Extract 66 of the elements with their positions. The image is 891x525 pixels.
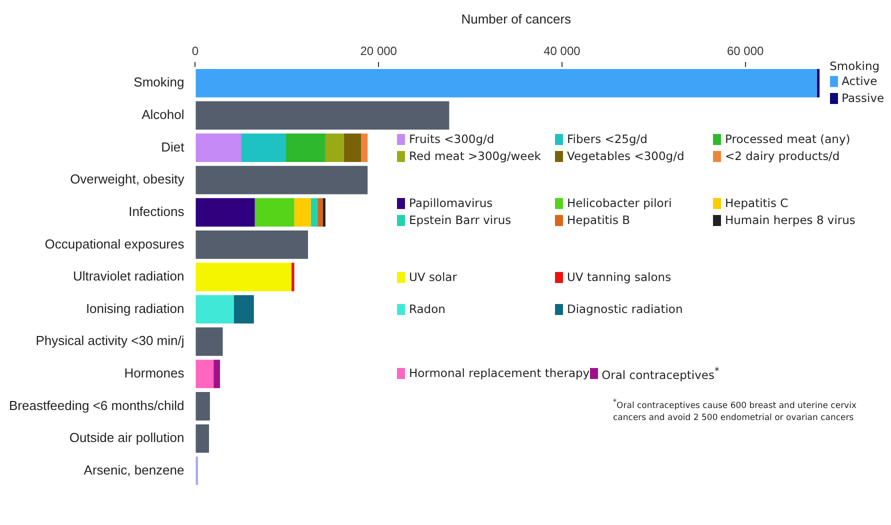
x-axis-title: Number of cancers <box>461 11 572 26</box>
legend-label: Hepatitis B <box>567 212 630 230</box>
bar <box>294 198 311 227</box>
bar <box>196 134 242 162</box>
x-tick-label: 20 000 <box>360 44 398 58</box>
bar <box>234 295 254 324</box>
bar <box>196 327 223 356</box>
y-tick-label: Diet <box>161 139 185 154</box>
legend-label: Fruits <300g/d <box>409 130 494 148</box>
bar <box>241 134 286 162</box>
bar <box>254 198 294 227</box>
bar <box>196 424 209 453</box>
y-tick-label: Smoking <box>134 74 184 90</box>
bar <box>322 198 326 227</box>
legend-title: Smoking <box>830 59 881 74</box>
annotation: $^{*}$Oral contraceptives cause 600 breast and uterine cervix cancers and avoid 2 500 endometrial or ovarian cancers <box>613 396 858 424</box>
bar <box>196 230 308 259</box>
bar <box>196 68 817 98</box>
bar <box>361 134 368 162</box>
legend-label: UV tanning salons <box>567 268 672 286</box>
legend-label: UV solar <box>409 268 457 286</box>
legend-label: Passive <box>842 90 884 108</box>
y-tick-label: Occupational exposures <box>44 236 185 252</box>
y-tick-label: Outside air pollution <box>69 430 184 446</box>
legend-label: Active <box>842 73 878 90</box>
bar <box>325 134 344 162</box>
bar <box>196 101 450 130</box>
legend-label: Hepatitis C <box>725 195 788 212</box>
x-tick-label: 40 000 <box>544 44 581 58</box>
bar <box>214 360 220 388</box>
y-tick-label: Hormones <box>124 366 185 380</box>
legend-label: Helicobacter pilori <box>567 195 672 212</box>
legend-label: Radon <box>409 300 446 318</box>
bar <box>317 198 323 227</box>
legend-label: Vegetables <300g/d <box>567 148 684 165</box>
legend-label: Oral contraceptives$^{*}$ <box>602 365 720 384</box>
bar <box>196 392 210 420</box>
bar <box>196 198 255 227</box>
bar <box>816 68 820 98</box>
y-tick-label: Alcohol <box>142 107 184 122</box>
y-tick-label: Ultraviolet radiation <box>72 268 184 284</box>
x-tick-label: 60 000 <box>726 44 764 58</box>
legend-label: Humain herpes 8 virus <box>725 212 856 230</box>
bar <box>196 262 292 292</box>
bar <box>196 360 214 388</box>
bar <box>286 134 326 162</box>
legend-label: Epstein Barr virus <box>409 212 512 230</box>
y-tick-label: Infections <box>128 204 185 219</box>
y-tick-label: Breastfeeding <6 months/child <box>8 398 184 413</box>
y-tick-label: Ionising radiation <box>86 300 184 316</box>
bar <box>196 166 368 194</box>
y-tick-label: Arsenic, benzene <box>84 462 184 478</box>
legend-label: Processed meat (any) <box>725 130 850 148</box>
legend-label: Papillomavirus <box>409 195 493 212</box>
legend-label: <2 dairy products/d <box>725 148 840 165</box>
legend-label: Fibers <25g/d <box>567 130 648 148</box>
legend-label: Hormonal replacement therapy <box>409 365 590 382</box>
y-tick-label: Physical activity <30 min/j <box>36 333 184 348</box>
x-tick-label: 0 <box>192 44 199 58</box>
bar <box>310 198 318 227</box>
legend-label: Red meat >300g/week <box>409 148 541 165</box>
y-tick-label: Overweight, obesity <box>70 172 185 187</box>
bar <box>292 262 294 292</box>
bar <box>344 134 362 162</box>
bar <box>196 295 234 324</box>
legend-label: Diagnostic radiation <box>567 300 683 318</box>
